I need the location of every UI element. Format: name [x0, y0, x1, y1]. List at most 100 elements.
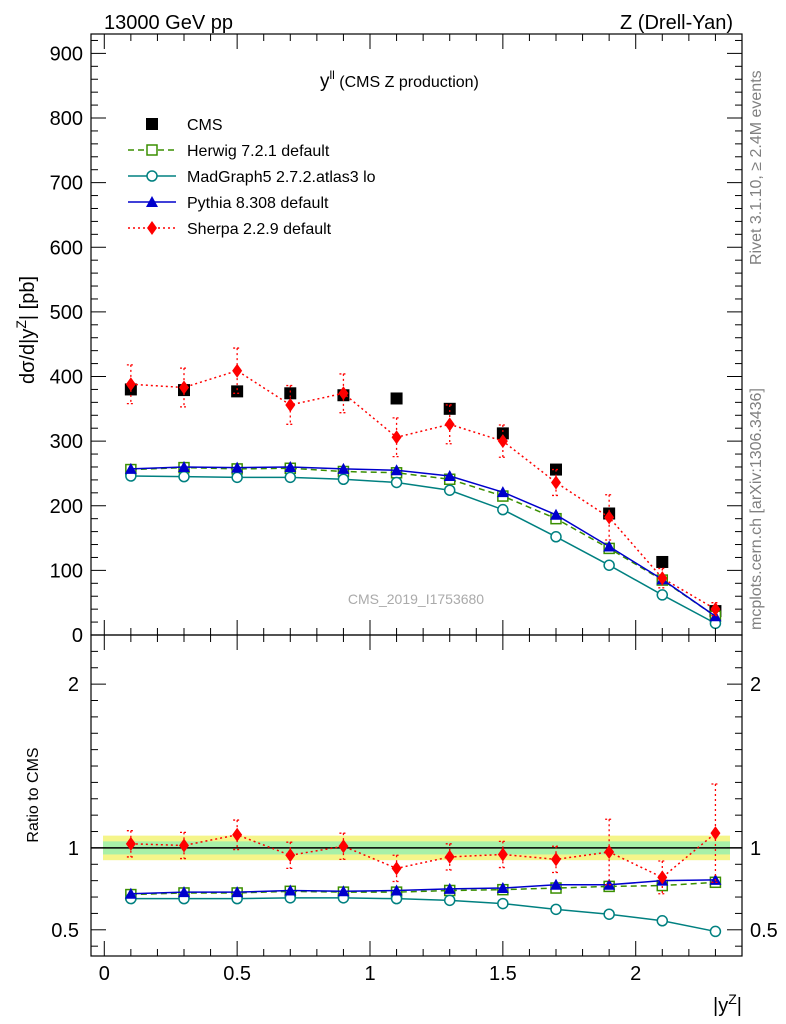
- ratio-ytick-label-left: 0.5: [51, 920, 79, 942]
- main-madgraph-marker: [550, 531, 562, 543]
- main-madgraph-marker: [231, 471, 243, 484]
- main-pythia-marker: [124, 462, 137, 474]
- main-ytick-label: 700: [50, 173, 83, 195]
- ratio-ytick-label-right: 1: [750, 838, 761, 860]
- xtick-label: 1.5: [489, 963, 517, 985]
- mcplots-label: mcplots.cern.ch [arXiv:1306.3436]: [748, 388, 765, 630]
- plot-title-main: y: [320, 71, 330, 92]
- main-madgraph-marker: [337, 473, 350, 486]
- ratio-frame: [90, 634, 743, 957]
- main-madgraph-line: [130, 475, 716, 625]
- main-madgraph-marker: [497, 503, 509, 516]
- ratio-pythia-marker: [550, 878, 562, 890]
- xtick-label: 0: [99, 963, 110, 985]
- main-ytick-label: 500: [50, 302, 83, 324]
- xtick-label: 2: [630, 963, 641, 985]
- main-pythia-marker: [496, 486, 509, 498]
- main-pythia-marker: [284, 460, 297, 472]
- plot-title: yll (CMS Z production): [320, 68, 479, 92]
- ratio-pythia-marker: [284, 884, 297, 896]
- main-sherpa-marker: [657, 571, 668, 586]
- ratio-pythia-line: [130, 879, 716, 895]
- y-axis-label-main-sup: Z: [13, 320, 29, 329]
- main-ytick-label: 0: [72, 625, 83, 647]
- legend-madgraph-label: MadGraph5 2.7.2.atlas3 lo: [187, 169, 376, 186]
- ratio-ytick-label-right: 2: [750, 674, 761, 696]
- x-axis-label-sup: Z: [728, 991, 737, 1007]
- legend-herwig-label: Herwig 7.2.1 default: [187, 143, 330, 160]
- main-pythia-marker: [337, 462, 350, 474]
- ratio-madgraph-marker: [603, 908, 615, 920]
- header-right: Z (Drell-Yan): [620, 12, 733, 34]
- analysis-watermark: CMS_2019_I1753680: [348, 591, 484, 607]
- ratio-ytick-label-left: 1: [68, 838, 79, 860]
- ratio-sherpa-marker: [179, 838, 189, 853]
- main-panel: 0 100 200 300 400 500 600 700 800 900: [50, 33, 743, 647]
- main-sherpa-marker: [232, 363, 243, 378]
- y-axis-label-ratio: Ratio to CMS: [25, 747, 42, 842]
- ratio-sherpa-marker: [444, 849, 455, 864]
- main-sherpa-marker: [497, 434, 508, 449]
- legend: CMS Herwig 7.2.1 default MadGraph5 2.7.2.a…: [128, 117, 376, 238]
- main-cms-marker: [284, 387, 297, 400]
- ratio-sherpa-marker: [551, 852, 561, 867]
- main-pythia-marker: [390, 464, 403, 476]
- main-pythia-marker: [603, 540, 616, 552]
- main-sherpa-marker: [179, 380, 189, 395]
- main-sherpa-marker: [391, 430, 402, 445]
- ratio-sherpa-marker: [657, 870, 668, 885]
- main-madgraph-marker: [178, 470, 190, 483]
- ratio-sherpa-marker: [125, 836, 136, 851]
- ratio-sherpa-marker: [710, 826, 721, 841]
- ratio-sherpa-marker: [285, 848, 296, 863]
- main-madgraph-marker: [656, 589, 669, 601]
- legend-madgraph-marker: [146, 170, 158, 182]
- main-pythia-marker: [231, 461, 244, 473]
- y-axis-label-main-a: dσ/d|y: [17, 329, 39, 384]
- main-sherpa-marker: [338, 386, 349, 401]
- legend-pythia-marker: [146, 196, 158, 207]
- y-axis-label-main-b: | [pb]: [17, 276, 39, 320]
- rivet-label: Rivet 3.1.10, ≥ 2.4M events: [748, 70, 765, 265]
- ratio-madgraph-marker: [443, 894, 456, 907]
- main-pythia-marker: [550, 508, 562, 520]
- main-cms-marker: [390, 392, 403, 405]
- main-sherpa-marker: [444, 417, 455, 432]
- main-madgraph-marker: [284, 471, 297, 484]
- main-sherpa-marker: [604, 510, 615, 525]
- ratio-sherpa-line: [130, 832, 716, 879]
- ratio-panel: 0.5 0.5 1 1 2 2 0 0.5 1 1.5 2: [51, 34, 778, 985]
- main-pythia-marker: [443, 470, 456, 482]
- main-herwig-line: [130, 466, 716, 617]
- main-sherpa-marker: [285, 397, 296, 412]
- plot-title-sup: ll: [330, 68, 335, 82]
- ratio-pythia-marker: [231, 886, 244, 898]
- ratio-madgraph-line: [130, 897, 716, 933]
- main-pythia-marker: [178, 460, 190, 472]
- ratio-herwig-line: [130, 881, 716, 896]
- ratio-pythia-marker: [178, 886, 190, 898]
- main-ytick-label: 800: [50, 108, 83, 130]
- legend-pythia-label: Pythia 8.308 default: [187, 195, 329, 212]
- main-ytick-label: 400: [50, 367, 83, 389]
- ratio-sherpa-marker: [497, 847, 508, 862]
- ratio-pythia-marker: [124, 887, 137, 899]
- header-left: 13000 GeV pp: [104, 12, 233, 34]
- ratio-pythia-marker: [390, 884, 403, 896]
- main-pythia-line: [130, 466, 716, 617]
- ratio-sherpa-marker: [232, 827, 243, 842]
- ratio-madgraph-marker: [709, 925, 722, 938]
- main-cms-marker: [231, 385, 244, 398]
- xtick-label: 0.5: [223, 963, 251, 985]
- ratio-ytick-label-right: 0.5: [750, 920, 778, 942]
- plot-title-rest: (CMS Z production): [335, 74, 479, 91]
- main-ytick-label: 600: [50, 237, 83, 259]
- ratio-madgraph-marker: [656, 915, 669, 927]
- main-sherpa-marker: [710, 602, 721, 617]
- main-sherpa-marker: [125, 377, 136, 392]
- x-axis-label: |yZ|: [713, 991, 742, 1017]
- ratio-madgraph-marker: [497, 897, 509, 910]
- legend-cms-label: CMS: [187, 117, 223, 134]
- main-ytick-label: 300: [50, 431, 83, 453]
